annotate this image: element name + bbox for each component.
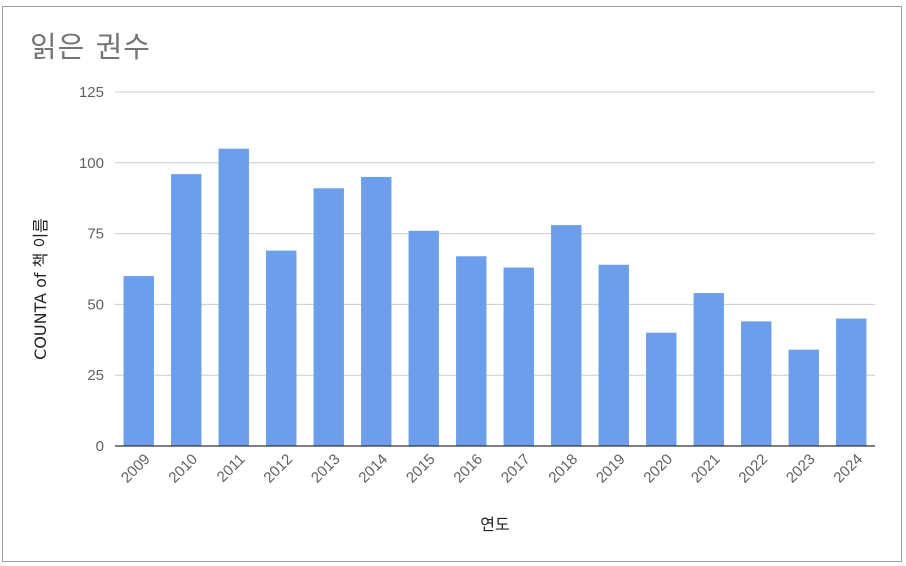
chart-title: 읽은 권수 [30, 30, 151, 64]
bar-2015 [408, 230, 439, 446]
x-axis-ticks: 2009 2010 2011 2012 2013 2014 2015 2016 2017 2018… [118, 451, 866, 487]
x-tick-label: 2016 [450, 451, 486, 487]
x-tick-label: 2020 [640, 451, 676, 487]
x-tick-label: 2023 [783, 451, 819, 487]
x-tick-label: 2018 [545, 451, 581, 487]
bar-2017 [503, 267, 534, 446]
bar-2010 [171, 174, 202, 447]
y-tick-label: 50 [87, 296, 104, 313]
y-tick-label: 0 [96, 438, 104, 455]
y-tick-label: 100 [79, 155, 104, 172]
bar-2021 [693, 293, 724, 446]
y-axis-title: COUNTA of 책 이름 [31, 218, 50, 360]
x-tick-label: 2014 [355, 451, 391, 487]
x-tick-label: 2019 [593, 451, 629, 487]
bar-2018 [551, 225, 582, 446]
y-tick-label: 125 [79, 84, 104, 101]
x-tick-label: 2013 [308, 451, 344, 487]
bar-2009 [123, 276, 154, 446]
y-axis-ticks: 0 25 50 75 100 125 [79, 84, 104, 455]
bar-2011 [218, 148, 249, 446]
x-axis-title: 연도 [480, 515, 509, 534]
y-tick-label: 25 [87, 367, 104, 384]
x-tick-label: 2024 [830, 451, 866, 487]
bar-2013 [313, 188, 344, 446]
x-tick-label: 2011 [214, 451, 249, 486]
x-tick-label: 2012 [260, 451, 296, 487]
bar-2022 [741, 321, 772, 446]
x-tick-label: 2010 [165, 451, 201, 487]
x-tick-label: 2015 [403, 451, 439, 487]
bar-2014 [361, 176, 392, 446]
y-tick-label: 75 [87, 226, 104, 243]
bar-2024 [836, 318, 867, 446]
x-tick-label: 2021 [688, 451, 724, 487]
bar-2012 [266, 250, 297, 446]
bars [123, 148, 867, 447]
x-tick-label: 2022 [735, 451, 771, 487]
bar-2016 [456, 256, 487, 446]
x-tick-label: 2009 [118, 451, 154, 487]
bar-2019 [598, 264, 629, 446]
bar-2023 [788, 349, 819, 446]
x-tick-label: 2017 [498, 451, 534, 487]
bar-2020 [646, 332, 677, 446]
